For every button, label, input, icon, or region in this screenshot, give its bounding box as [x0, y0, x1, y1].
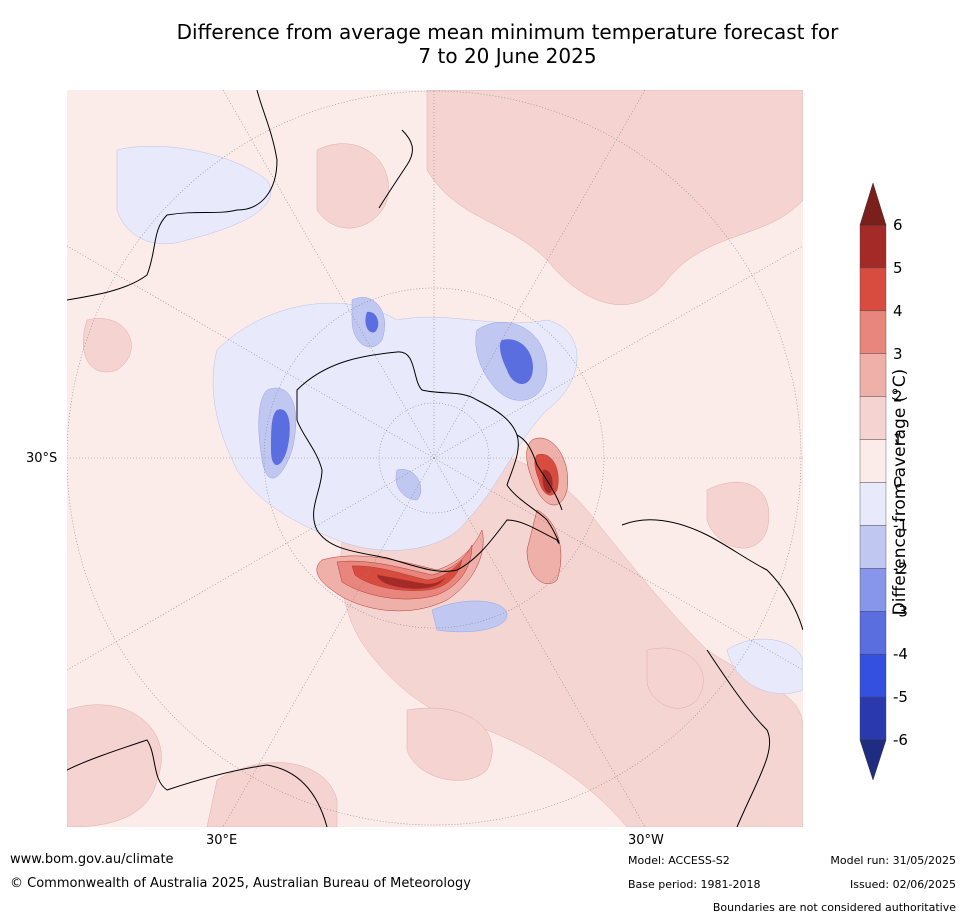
colorbar-segment	[859, 525, 887, 569]
colorbar-tick-label: 3	[893, 345, 903, 363]
footer-copyright: © Commonwealth of Australia 2025, Austra…	[10, 876, 471, 891]
south-america-outline	[621, 519, 803, 827]
lat-label-30s: 30°S	[26, 451, 58, 466]
africa-outline	[67, 739, 328, 827]
title-line-1: Difference from average mean minimum tem…	[176, 20, 839, 44]
footer-disclaimer: Boundaries are not considered authoritat…	[712, 901, 956, 914]
polar-map	[67, 90, 803, 827]
title-line-2: 7 to 20 June 2025	[418, 44, 597, 68]
colorbar-tick-label: -5	[893, 688, 908, 706]
anomaly-1-2	[67, 90, 803, 827]
footer-model-run: Model run: 31/05/2025	[830, 854, 956, 867]
graticule	[67, 90, 803, 827]
colorbar-under-arrow	[859, 739, 887, 781]
colorbar-title: Difference from average (°C)	[890, 368, 910, 616]
coastlines	[67, 90, 803, 827]
colorbar: 6 5 4 3 2 1 0 -1 -2 -3 -4 -5 -6	[859, 182, 908, 781]
colorbar-segment	[859, 568, 887, 612]
colorbar-over-arrow	[859, 182, 887, 226]
colorbar-segment	[859, 353, 887, 397]
new-zealand-outline	[378, 129, 413, 209]
colorbar-tick-label: 1	[893, 431, 903, 449]
colorbar-tick-label: -1	[893, 516, 908, 534]
colorbar-segment	[859, 696, 887, 741]
australia-outline	[67, 90, 278, 301]
colorbar-tick-label: 0	[893, 474, 903, 492]
colorbar-tick-label: -3	[893, 602, 908, 620]
colorbar-segment	[859, 267, 887, 312]
colorbar-tick-label: -4	[893, 645, 908, 663]
footer-model: Model: ACCESS-S2	[628, 854, 730, 867]
lon-label-30e: 30°E	[206, 833, 238, 848]
colorbar-tick-label: -6	[893, 731, 908, 749]
colorbar-segment	[859, 224, 887, 269]
colorbar-tick-label: 5	[893, 259, 903, 277]
colorbar-tick-label: 6	[893, 216, 903, 234]
colorbar-segment	[859, 439, 887, 483]
footer-issued: Issued: 02/06/2025	[849, 878, 956, 891]
colorbar-segment	[859, 482, 887, 526]
antarctica-outline	[296, 351, 560, 572]
colorbar-segment	[859, 653, 887, 698]
colorbar-segment	[859, 310, 887, 354]
colorbar-segment	[859, 611, 887, 655]
chart-title: Difference from average mean minimum tem…	[40, 20, 965, 68]
anomaly-cool-3	[271, 311, 533, 465]
lon-label-30w: 30°W	[628, 833, 664, 848]
colorbar-tick-label: -2	[893, 559, 908, 577]
footer-url[interactable]: www.bom.gov.au/climate	[10, 852, 174, 867]
footer-base-period: Base period: 1981-2018	[628, 878, 761, 891]
colorbar-tick-label: 2	[893, 388, 903, 406]
colorbar-segment	[859, 396, 887, 440]
colorbar-tick-label: 4	[893, 302, 903, 320]
